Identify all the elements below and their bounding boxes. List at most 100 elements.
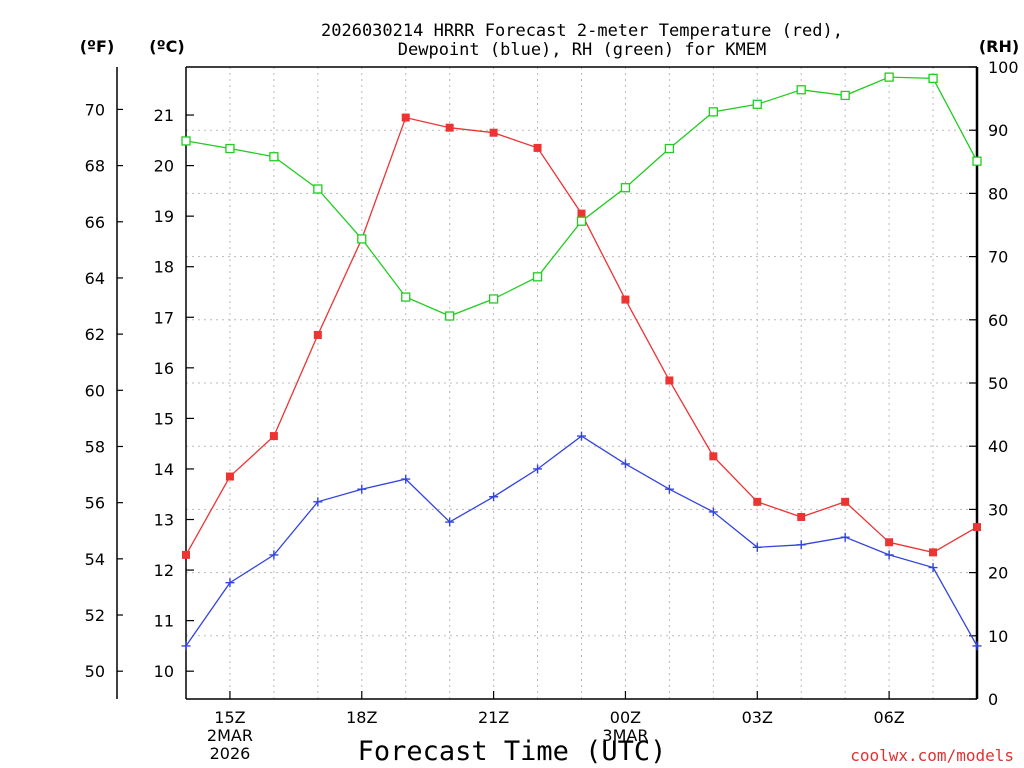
temperature-point: [797, 512, 806, 521]
rh-tick-label: 10: [988, 627, 1008, 646]
rh-point: [664, 143, 675, 154]
rh-tick-label: 70: [988, 248, 1008, 267]
x-tick-label: 06Z: [873, 708, 904, 727]
fahrenheit-tick-label: 54: [85, 550, 105, 569]
dewpoint-point: [181, 641, 191, 651]
x-date-label: 3MAR: [602, 726, 648, 745]
fahrenheit-tick-label: 52: [85, 606, 105, 625]
watermark: coolwx.com/models: [850, 746, 1014, 765]
temperature-point: [709, 452, 718, 461]
celsius-tick-label: 19: [154, 207, 174, 226]
fahrenheit-tick-label: 70: [85, 100, 105, 119]
rh-point: [225, 143, 235, 154]
temperature-point: [533, 143, 542, 152]
rh-tick-label: 20: [988, 564, 1008, 583]
dewpoint-point: [577, 431, 586, 441]
dewpoint-point: [972, 641, 982, 651]
dewpoint-point: [313, 497, 323, 507]
temperature-point: [753, 497, 762, 506]
celsius-tick-label: 18: [154, 258, 174, 277]
dewpoint-point: [401, 474, 411, 484]
celsius-tick-label: 11: [154, 612, 174, 631]
rh-point: [620, 183, 631, 193]
temperature-point: [973, 523, 981, 532]
axes: 10 11 12 13 14 15 16 17 18 19 20 21 50 52 54 56 58 60 62 64…: [85, 58, 1019, 763]
rh-tick-label: 60: [988, 311, 1008, 330]
temperature-point: [445, 123, 454, 132]
temperature-point: [929, 548, 938, 557]
x-tick-label: 00Z: [610, 708, 641, 727]
rh-point: [532, 272, 543, 282]
fahrenheit-tick-label: 58: [85, 437, 105, 456]
temperature-point: [841, 497, 850, 506]
rh-tick-label: 0: [988, 690, 998, 709]
rh-point: [840, 90, 850, 101]
rh-point: [181, 136, 191, 146]
rh-point: [928, 73, 938, 84]
temperature-point: [182, 550, 190, 559]
dewpoint-point: [752, 542, 762, 552]
temperature-point: [489, 128, 498, 137]
x-tick-label: 21Z: [478, 708, 509, 727]
fahrenheit-tick-label: 64: [85, 269, 105, 288]
rh-tick-label: 80: [988, 184, 1008, 203]
celsius-tick-label: 20: [154, 157, 174, 176]
rh-point: [884, 72, 894, 82]
fahrenheit-tick-label: 68: [85, 157, 105, 176]
x-tick-label: 15Z: [214, 708, 245, 727]
celsius-tick-label: 14: [154, 460, 174, 479]
temperature-point: [665, 376, 674, 385]
fahrenheit-tick-label: 56: [85, 494, 105, 513]
fahrenheit-tick-label: 50: [85, 662, 105, 681]
chart-title: 2026030214 HRRR Forecast 2-meter Tempera…: [321, 21, 843, 41]
celsius-tick-label: 17: [154, 308, 174, 327]
temperature-point: [621, 295, 630, 304]
fahrenheit-tick-label: 66: [85, 213, 105, 232]
celsius-unit-label: (ºC): [149, 37, 184, 56]
rh-point: [313, 184, 323, 194]
rh-tick-label: 30: [988, 500, 1008, 519]
rh-tick-label: 100: [988, 58, 1019, 77]
rh-point: [796, 85, 806, 95]
rh-point: [488, 294, 499, 304]
chart-subtitle: Dewpoint (blue), RH (green) for KMEM: [398, 40, 766, 60]
x-tick-label: 03Z: [742, 708, 773, 727]
rh-point: [708, 107, 718, 117]
series-layer: [181, 72, 982, 651]
dewpoint-point: [928, 563, 938, 573]
rh-unit-label: (RH): [979, 37, 1019, 56]
temperature-point: [225, 472, 234, 481]
fahrenheit-tick-label: 62: [85, 325, 105, 344]
rh-point: [576, 216, 587, 226]
fahrenheit-tick-label: 60: [85, 381, 105, 400]
dewpoint-point: [489, 492, 499, 502]
temperature-point: [401, 113, 410, 122]
dewpoint-point: [445, 517, 455, 527]
x-date-label: 2MAR: [207, 726, 253, 745]
rh-point: [269, 152, 279, 162]
dewpoint-point: [269, 550, 279, 560]
temperature-point: [269, 432, 278, 441]
dewpoint-point: [884, 550, 894, 560]
x-axis-label: Forecast Time (UTC): [358, 736, 667, 767]
celsius-tick-label: 12: [154, 561, 174, 580]
dewpoint-point: [796, 540, 806, 550]
x-tick-label: 18Z: [346, 708, 377, 727]
dewpoint-point: [708, 507, 718, 517]
rh-tick-label: 40: [988, 437, 1008, 456]
rh-point: [401, 292, 411, 302]
celsius-tick-label: 16: [154, 359, 174, 378]
dewpoint-point: [840, 532, 850, 542]
dewpoint-point: [664, 484, 674, 494]
rh-tick-label: 50: [988, 374, 1008, 393]
rh-point: [357, 234, 367, 244]
fahrenheit-unit-label: (ºF): [80, 37, 115, 56]
rh-tick-label: 90: [988, 121, 1008, 140]
temperature-point: [577, 209, 586, 218]
dewpoint-point: [620, 459, 630, 469]
x-year-label: 2026: [210, 744, 251, 763]
dewpoint-point: [357, 484, 367, 494]
celsius-tick-label: 13: [154, 511, 174, 530]
